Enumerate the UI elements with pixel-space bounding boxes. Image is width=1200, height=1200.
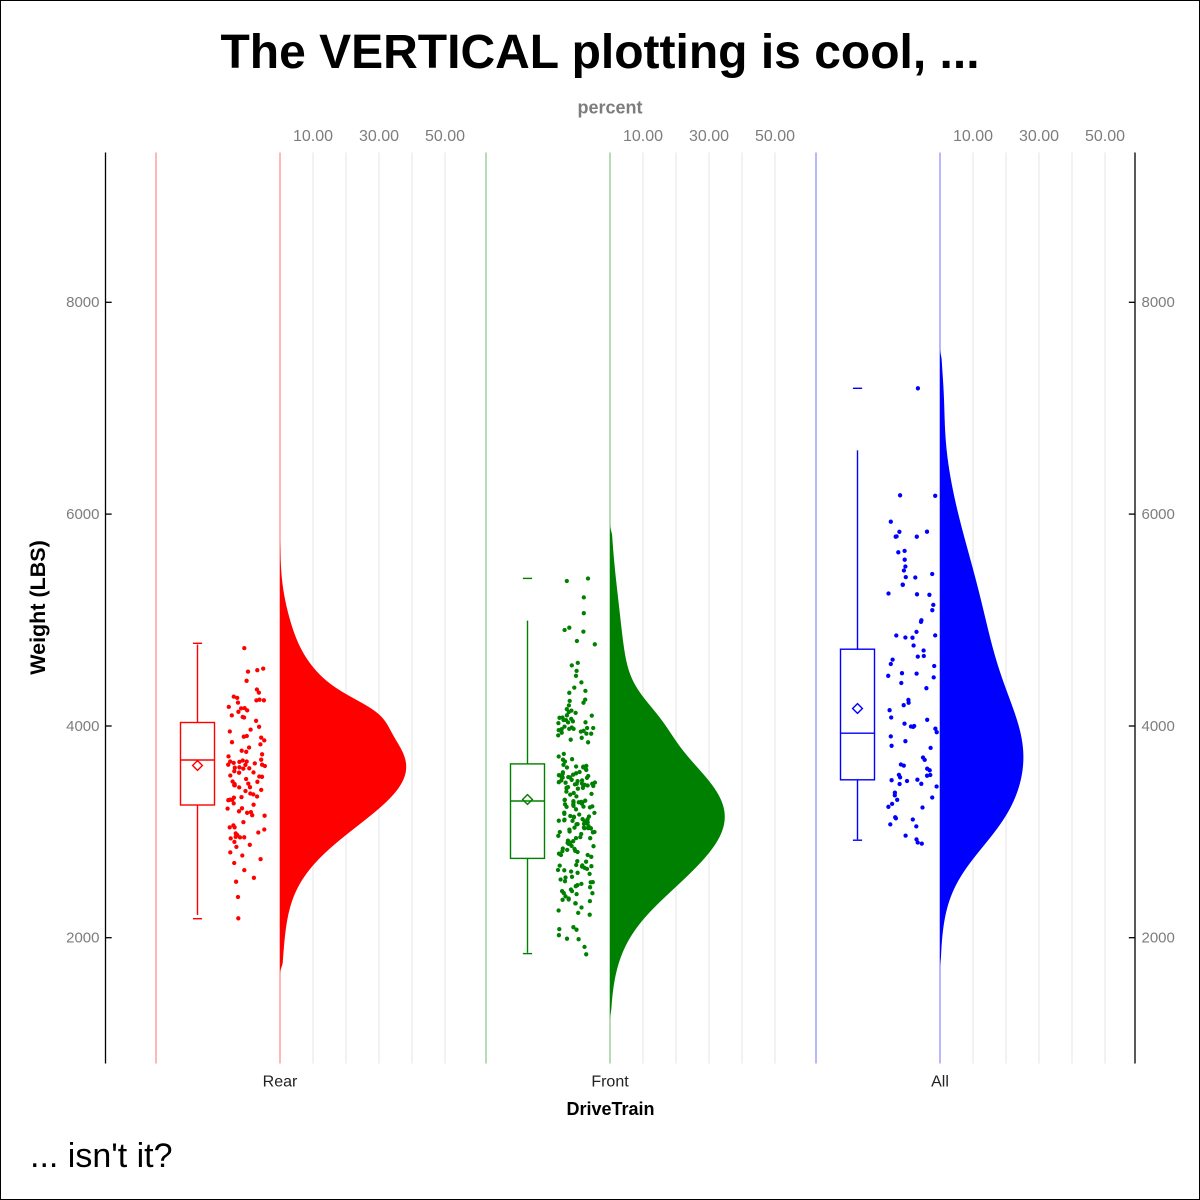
svg-text:4000: 4000 <box>66 718 99 735</box>
svg-text:30.00: 30.00 <box>689 128 729 145</box>
svg-text:8000: 8000 <box>1142 294 1175 311</box>
svg-text:6000: 6000 <box>1142 506 1175 523</box>
svg-text:... isn't it?: ... isn't it? <box>30 1137 173 1175</box>
svg-text:Weight (LBS): Weight (LBS) <box>26 540 50 675</box>
svg-text:Front: Front <box>591 1073 629 1090</box>
svg-text:50.00: 50.00 <box>1085 128 1125 145</box>
svg-text:6000: 6000 <box>66 506 99 523</box>
svg-text:DriveTrain: DriveTrain <box>566 1099 654 1119</box>
svg-text:30.00: 30.00 <box>359 128 399 145</box>
svg-text:10.00: 10.00 <box>953 128 993 145</box>
svg-text:50.00: 50.00 <box>755 128 795 145</box>
svg-text:2000: 2000 <box>1142 930 1175 947</box>
svg-text:30.00: 30.00 <box>1019 128 1059 145</box>
svg-text:10.00: 10.00 <box>293 128 333 145</box>
svg-text:The VERTICAL plotting is cool,: The VERTICAL plotting is cool, ... <box>220 26 979 79</box>
svg-text:4000: 4000 <box>1142 718 1175 735</box>
svg-text:8000: 8000 <box>66 294 99 311</box>
svg-text:50.00: 50.00 <box>425 128 465 145</box>
svg-text:percent: percent <box>577 98 642 118</box>
svg-text:All: All <box>931 1073 949 1090</box>
svg-text:Rear: Rear <box>263 1073 298 1090</box>
svg-text:2000: 2000 <box>66 930 99 947</box>
svg-text:10.00: 10.00 <box>623 128 663 145</box>
